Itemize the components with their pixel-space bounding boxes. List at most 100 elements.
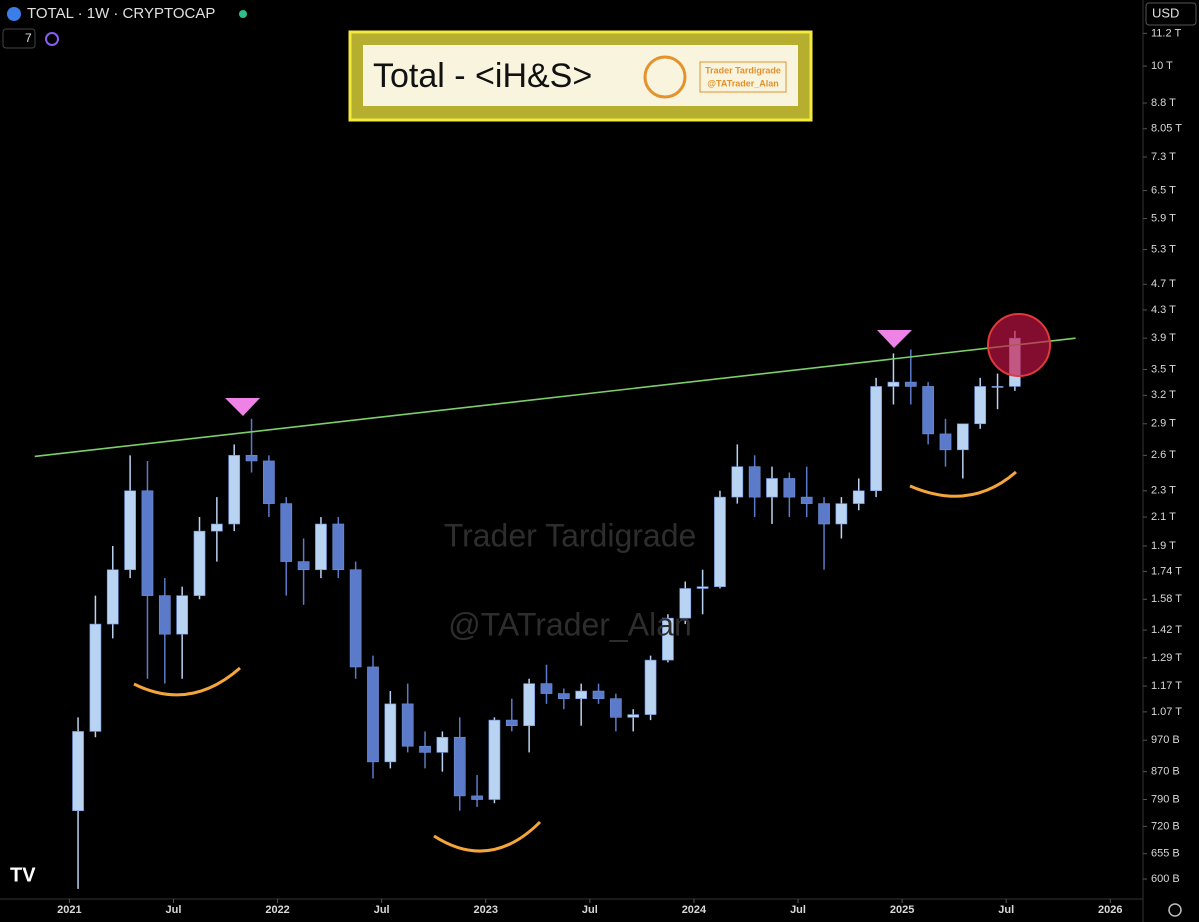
- candle-body: [783, 478, 796, 498]
- head-arc: [433, 820, 542, 853]
- candle-body: [176, 595, 189, 635]
- candle-body: [870, 386, 882, 492]
- x-tick-label: Jul: [790, 904, 806, 916]
- candle-body: [245, 455, 258, 462]
- y-tick-label: 870 B: [1151, 766, 1180, 778]
- candle-body: [852, 490, 865, 504]
- left-shoulder-arc: [133, 666, 241, 697]
- candle-body: [557, 693, 570, 699]
- candle-body: [488, 719, 501, 800]
- y-tick-label: 2.9 T: [1151, 418, 1176, 430]
- candle-body: [158, 595, 171, 635]
- symbol-icon: [7, 7, 21, 21]
- brand-handle: @TATrader_Alan: [707, 78, 778, 88]
- sync-icon[interactable]: [45, 32, 59, 46]
- candle-body: [453, 736, 466, 797]
- candle-body: [141, 490, 154, 596]
- tv-logo: TV: [10, 864, 36, 886]
- candle-body: [575, 690, 588, 699]
- x-tick-label: 2021: [57, 904, 81, 916]
- candle-body: [610, 698, 622, 718]
- currency: USD: [1152, 5, 1179, 20]
- x-tick-label: 2023: [474, 904, 498, 916]
- watermark: @TATrader_Alan: [448, 606, 692, 642]
- candle-body: [505, 719, 518, 727]
- brand-name: Trader Tardigrade: [705, 65, 781, 75]
- interval-box[interactable]: [2, 28, 36, 49]
- y-tick-label: 655 B: [1151, 848, 1180, 860]
- candle-body: [401, 703, 414, 747]
- y-tick-label: 1.58 T: [1151, 593, 1182, 605]
- settings-icon[interactable]: [1168, 903, 1182, 917]
- candle-body: [974, 386, 987, 425]
- y-tick-label: 10 T: [1151, 60, 1173, 72]
- candle-body: [124, 490, 136, 571]
- y-tick-label: 1.07 T: [1151, 706, 1182, 718]
- y-tick-label: 970 B: [1151, 734, 1180, 746]
- y-tick-label: 8.05 T: [1151, 123, 1182, 135]
- candle-body: [696, 586, 709, 589]
- currency-box[interactable]: [1145, 2, 1197, 26]
- peak-marker: [877, 330, 912, 348]
- candle-body: [991, 386, 1004, 388]
- candle-body: [679, 588, 692, 619]
- candle-body: [280, 503, 293, 562]
- candle-body: [315, 523, 327, 571]
- candle-body: [731, 466, 744, 498]
- candle-body: [644, 659, 657, 715]
- trendline: [34, 337, 1076, 458]
- candle-body: [193, 530, 206, 596]
- candle-body: [106, 569, 119, 625]
- y-tick-label: 600 B: [1151, 873, 1180, 885]
- candle-body: [627, 714, 640, 718]
- watermark: Trader Tardigrade: [444, 517, 697, 553]
- y-tick-label: 3.5 T: [1151, 363, 1176, 375]
- candle-body: [419, 745, 431, 753]
- candle-body: [332, 523, 345, 571]
- candle-body: [228, 455, 241, 525]
- candle-body: [662, 617, 674, 661]
- y-tick-label: 4.3 T: [1151, 304, 1176, 316]
- y-tick-label: 5.9 T: [1151, 212, 1176, 224]
- status-dot: [239, 10, 247, 18]
- candle-body: [818, 503, 830, 525]
- candle-body: [835, 503, 848, 525]
- candle-body: [72, 731, 84, 812]
- candle-body: [766, 478, 778, 498]
- candle-body: [922, 386, 934, 435]
- candle-body: [384, 703, 397, 763]
- candle-body: [800, 496, 813, 504]
- y-tick-label: 720 B: [1151, 820, 1180, 832]
- candle-body: [592, 690, 605, 699]
- right-shoulder-arc: [909, 470, 1017, 498]
- y-tick-label: 1.74 T: [1151, 565, 1182, 577]
- candle-body: [436, 736, 449, 753]
- y-tick-label: 790 B: [1151, 793, 1180, 805]
- x-tick-label: Jul: [374, 904, 390, 916]
- y-tick-label: 1.9 T: [1151, 540, 1176, 552]
- x-tick-label: Jul: [582, 904, 598, 916]
- candle-body: [297, 561, 310, 571]
- y-tick-label: 6.5 T: [1151, 184, 1176, 196]
- x-tick-label: Jul: [166, 904, 182, 916]
- logo: [643, 55, 687, 99]
- brand-box: [699, 61, 787, 93]
- candle-body: [523, 683, 535, 727]
- y-tick-label: 7.3 T: [1151, 151, 1176, 163]
- chart-title: Total - <iH&S>: [373, 57, 592, 95]
- plot-area: [34, 330, 1076, 889]
- candle-body: [714, 496, 726, 588]
- candle-body: [540, 683, 553, 694]
- y-tick-label: 8.8 T: [1151, 97, 1176, 109]
- y-tick-label: 11.2 T: [1151, 27, 1181, 39]
- y-tick-label: 4.7 T: [1151, 278, 1176, 290]
- symbol[interactable]: TOTAL · 1W · CRYPTOCAP: [27, 5, 215, 22]
- candle-body: [939, 433, 952, 451]
- x-tick-label: Jul: [998, 904, 1014, 916]
- y-tick-label: 2.3 T: [1151, 485, 1176, 497]
- candle-body: [887, 381, 900, 387]
- candle-body: [748, 466, 761, 498]
